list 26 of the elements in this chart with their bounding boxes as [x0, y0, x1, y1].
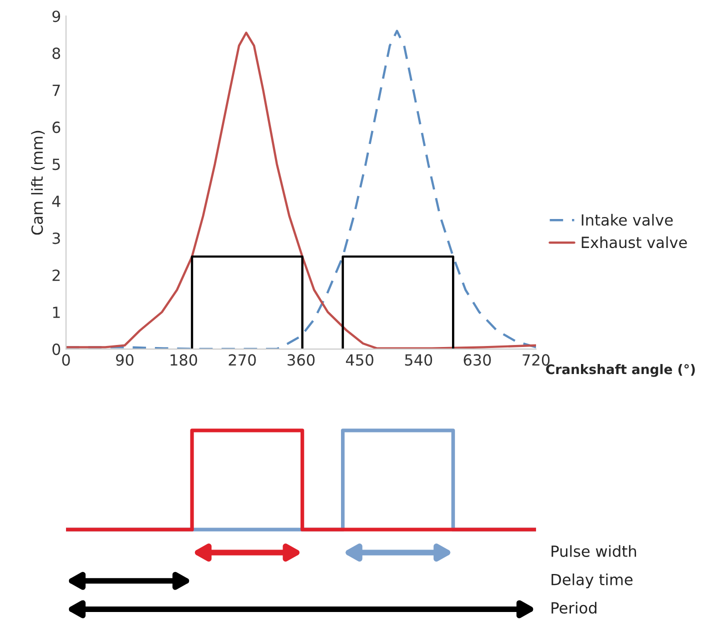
- x-tick-label: 540: [405, 354, 432, 366]
- x-tick-label: 630: [464, 354, 491, 366]
- legend-label: Intake valve: [582, 214, 673, 226]
- x-tick-label: 0: [62, 354, 70, 366]
- y-tick-label: 9: [52, 10, 60, 22]
- y-tick-label: 8: [52, 48, 60, 60]
- text: Period: [552, 602, 596, 614]
- y-tick-label: 4: [52, 196, 60, 207]
- y-tick-label: 5: [52, 158, 60, 170]
- x-tick-label: 270: [228, 354, 256, 366]
- x-tick-label: 450: [346, 354, 374, 366]
- y-tick-label: 6: [52, 122, 60, 134]
- y-axis-title: Cam lift (mm): [31, 130, 45, 235]
- x-tick-label: 90: [116, 354, 134, 366]
- y-tick-label: 2: [52, 270, 60, 281]
- y-tick-label: 0: [52, 344, 60, 356]
- text: Pulse width: [552, 545, 636, 557]
- y-tick-label: 7: [52, 84, 60, 96]
- x-axis-title: Crankshaft angle (°): [546, 364, 695, 377]
- y-tick-label: 1: [53, 306, 60, 318]
- x-tick-label: 180: [170, 354, 198, 366]
- y-tick-label: 3: [52, 232, 60, 244]
- text: Delay time: [552, 573, 632, 588]
- legend-label: Exhaust valve: [582, 236, 687, 248]
- x-tick-label: 360: [288, 354, 315, 366]
- x-tick-label: 720: [522, 354, 550, 366]
